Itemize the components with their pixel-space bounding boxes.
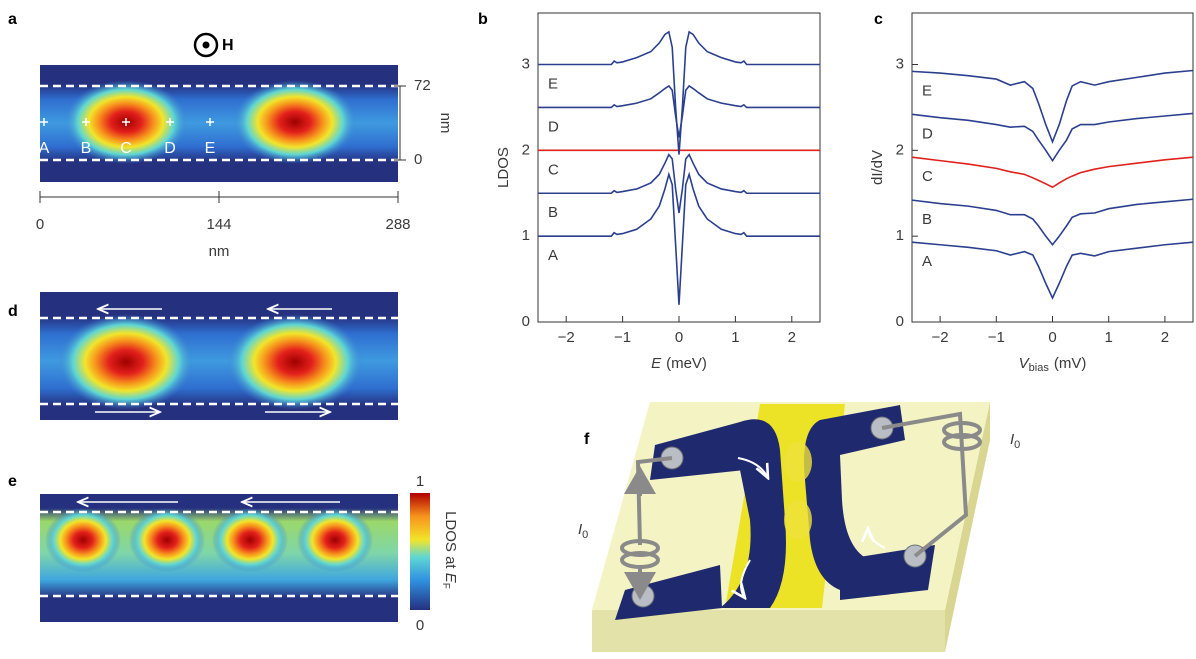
x-tick-label: 2 xyxy=(1161,329,1169,346)
figure: a b c d e f A B C D E H nm nm xyxy=(0,0,1196,659)
y-tick-label: 2 xyxy=(896,141,904,158)
plot-frame xyxy=(538,13,820,322)
x-tick-label: 2 xyxy=(788,329,796,346)
label-part: F xyxy=(440,583,451,589)
series-label: D xyxy=(548,118,559,135)
y-tick-label: 1 xyxy=(896,227,904,244)
colorbar-tick-label: 0 xyxy=(416,617,424,634)
current-label: I0 xyxy=(578,521,588,541)
scale-unit: nm xyxy=(437,113,454,134)
x-tick-label: 0 xyxy=(675,329,683,346)
site-label: B xyxy=(81,140,92,157)
x-tick-label: −2 xyxy=(932,329,949,346)
x-tick-label: 1 xyxy=(1105,329,1113,346)
site-label: D xyxy=(164,140,176,157)
series-label: A xyxy=(548,247,558,264)
label-part: (mV) xyxy=(1054,355,1087,372)
label-part: (meV) xyxy=(666,355,707,372)
scale-label: 0 xyxy=(414,151,422,168)
colorbar-label: LDOS at EF xyxy=(440,511,459,589)
panel-letter: e xyxy=(8,473,17,490)
y-axis-label: dI/dV xyxy=(869,150,886,185)
panel-e-map xyxy=(40,494,398,622)
plot-frame xyxy=(912,13,1193,322)
y-tick-label: 2 xyxy=(522,141,530,158)
x-tick-label: −1 xyxy=(614,329,631,346)
series-line xyxy=(538,86,820,138)
panel-letter: a xyxy=(8,11,17,28)
panel-letter: c xyxy=(874,11,883,28)
series-label: C xyxy=(548,161,559,178)
series-line xyxy=(912,71,1193,142)
scale-label: 0 xyxy=(36,216,44,233)
x-tick-label: −2 xyxy=(558,329,575,346)
x-tick-label: 0 xyxy=(1048,329,1056,346)
panel-letter: b xyxy=(478,11,488,28)
scale-label: 72 xyxy=(414,77,431,94)
panel-letter: f xyxy=(584,431,590,448)
series-label: C xyxy=(922,168,933,185)
series-line xyxy=(912,199,1193,244)
scale-label: 144 xyxy=(206,216,231,233)
device-diagram xyxy=(592,402,990,652)
site-label: C xyxy=(120,140,132,157)
panel-letter: d xyxy=(8,303,18,320)
series-label: B xyxy=(922,211,932,228)
x-axis-label: Vbias(mV) xyxy=(1019,355,1087,374)
y-tick-label: 3 xyxy=(896,55,904,72)
x-axis-label: E(meV) xyxy=(651,355,707,372)
x-tick-label: −1 xyxy=(988,329,1005,346)
series-label: A xyxy=(922,253,932,270)
series-label: E xyxy=(922,82,932,99)
label-part: bias xyxy=(1029,362,1050,374)
label-part: LDOS at xyxy=(442,511,459,573)
label-part: 0 xyxy=(582,529,588,541)
series-line xyxy=(912,242,1193,298)
colorbar xyxy=(410,493,430,610)
colorbar-tick-label: 1 xyxy=(416,473,424,490)
y-tick-label: 1 xyxy=(522,227,530,244)
site-label: E xyxy=(205,140,216,157)
label-part: 0 xyxy=(1014,439,1020,451)
y-axis-label: LDOS xyxy=(495,147,512,188)
current-label: I0 xyxy=(1010,431,1020,451)
panel-d-map xyxy=(40,292,398,420)
y-tick-label: 0 xyxy=(896,313,904,330)
series-label: D xyxy=(922,125,933,142)
y-tick-label: 3 xyxy=(522,55,530,72)
series-label: B xyxy=(548,204,558,221)
site-label: A xyxy=(39,140,50,157)
series-label: E xyxy=(548,75,558,92)
field-symbol xyxy=(195,34,217,56)
series-line xyxy=(912,113,1193,160)
series-line xyxy=(538,155,820,213)
panel-a-map xyxy=(40,65,398,182)
y-tick-label: 0 xyxy=(522,313,530,330)
scale-unit: nm xyxy=(209,243,230,260)
scale-label: 288 xyxy=(385,216,410,233)
x-tick-label: 1 xyxy=(731,329,739,346)
label-part: E xyxy=(651,355,662,372)
field-label: H xyxy=(222,37,234,54)
